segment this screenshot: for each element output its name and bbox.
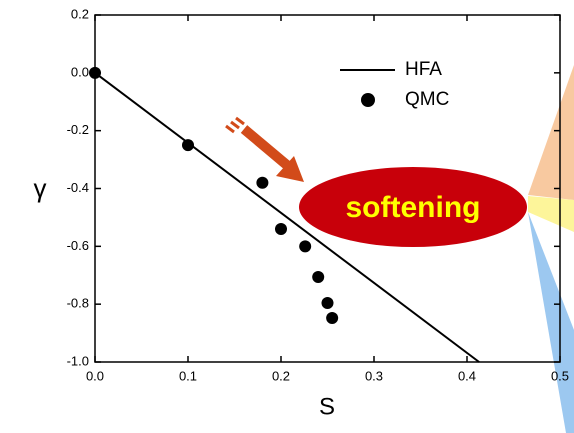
- point: [256, 176, 269, 189]
- arrow-stripe: [235, 116, 245, 126]
- x-axis-label: S: [319, 393, 335, 420]
- point: [299, 240, 312, 253]
- y-tick-label: -0.8: [67, 296, 89, 311]
- arrow-head: [276, 156, 304, 182]
- point: [89, 66, 101, 79]
- legend-label: HFA: [405, 59, 442, 80]
- point: [312, 270, 325, 283]
- x-tick-label: 0.3: [365, 368, 383, 383]
- y-tick-label: 0.2: [71, 6, 89, 21]
- arrow-stripe: [230, 120, 240, 130]
- point: [182, 139, 194, 152]
- blue-wedge: [528, 212, 574, 433]
- arrow: [225, 116, 304, 182]
- y-tick-label: -1.0: [67, 353, 89, 368]
- arrow-stripe: [225, 124, 235, 134]
- x-tick-label: 0.0: [86, 368, 104, 383]
- x-tick-label: 0.5: [551, 368, 569, 383]
- point: [321, 297, 334, 310]
- annotation-ellipse: [299, 167, 527, 247]
- y-tick-label: -0.4: [67, 180, 89, 195]
- line: [94, 72, 480, 363]
- annotation: softening: [346, 191, 481, 224]
- yellow-wedge: [528, 196, 574, 232]
- legend-swatch: [361, 93, 375, 107]
- arrow-shaft: [240, 125, 292, 170]
- legend-label: QMC: [405, 89, 449, 110]
- x-tick-label: 0.2: [272, 368, 290, 383]
- x-tick-label: 0.4: [458, 368, 476, 383]
- y-tick-label: -0.2: [67, 122, 89, 137]
- x-tick-label: 0.1: [179, 368, 197, 383]
- y-axis-label: γ: [34, 173, 47, 203]
- point: [275, 222, 287, 235]
- orange-wedge: [528, 65, 574, 200]
- point: [326, 312, 339, 325]
- y-tick-label: -0.6: [67, 238, 89, 253]
- y-tick-label: 0.0: [71, 64, 89, 79]
- decoration: [528, 65, 574, 433]
